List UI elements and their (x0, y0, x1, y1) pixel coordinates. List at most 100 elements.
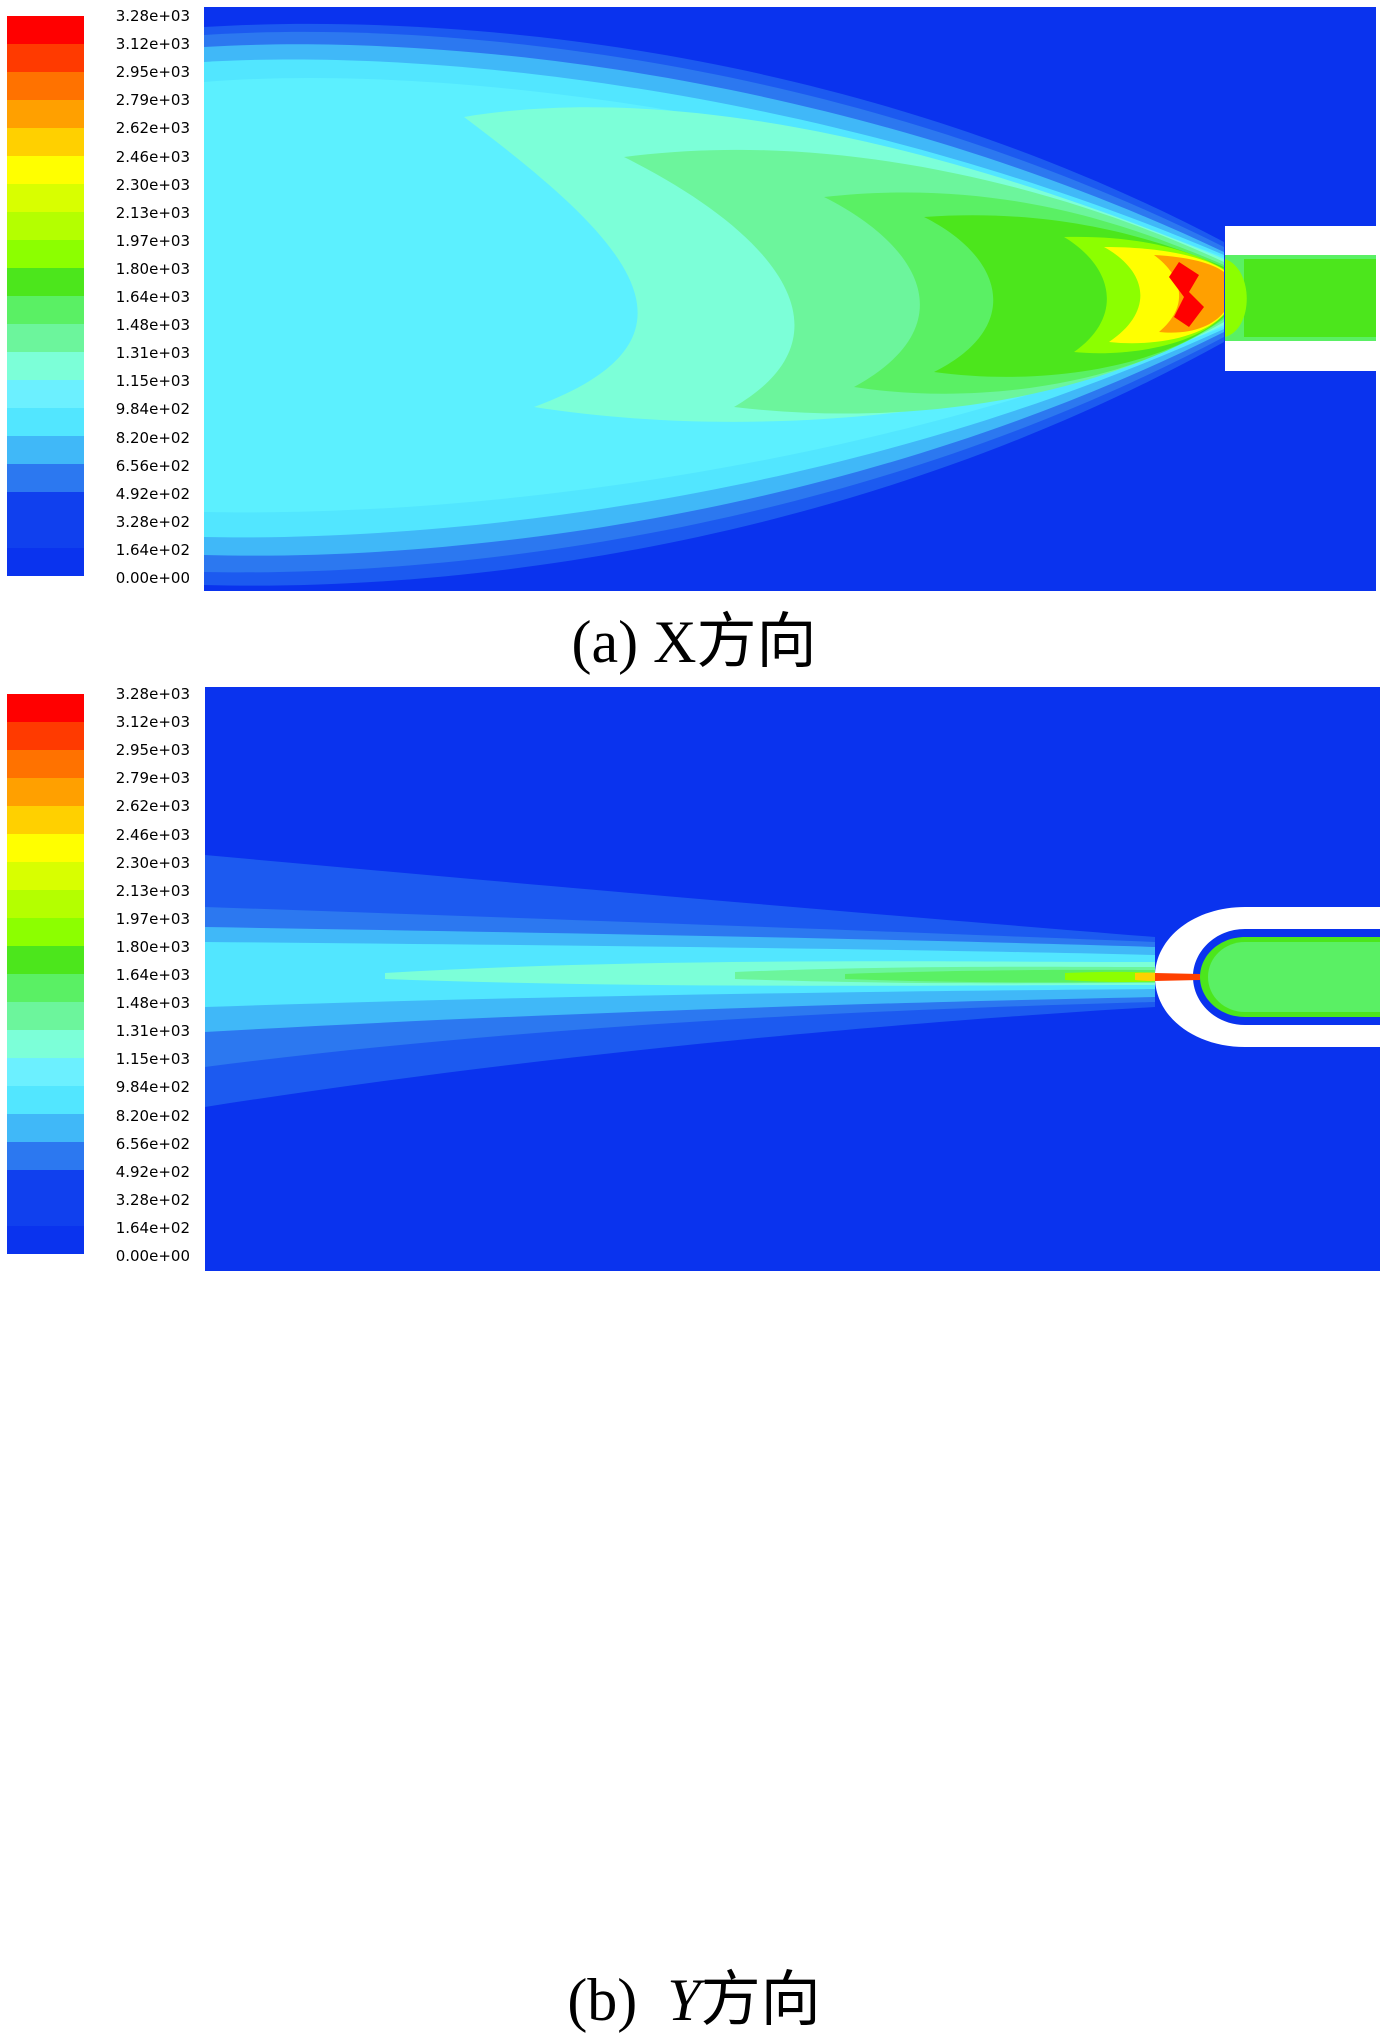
nozzle-exit-glow (1225, 259, 1247, 337)
colorbar-tick-label: 2.46e+03 (115, 147, 190, 166)
colorbar-tick-label: 9.84e+02 (115, 400, 190, 419)
caption-a-letter: (a) (571, 609, 639, 675)
colorbar-swatch (7, 1170, 84, 1198)
colorbar-tick-label: 3.12e+03 (115, 35, 190, 54)
colorbar-tick-label: 1.64e+03 (115, 288, 190, 306)
contour-field-y (205, 687, 1380, 1271)
colorbar-tick-label: 3.28e+03 (115, 685, 190, 703)
plume-core-8 (1169, 262, 1204, 327)
nozzle-jet-inner (1208, 942, 1380, 1012)
colorbar-swatch (7, 184, 84, 212)
colorbar-a (7, 16, 84, 576)
colorbar-swatch (7, 778, 84, 806)
colorbar-tick-label: 2.95e+03 (115, 741, 190, 760)
colorbar-tick-label: 4.92e+02 (115, 484, 190, 503)
colorbar-tick-label: 2.62e+03 (115, 119, 190, 138)
colorbar-swatch (7, 520, 84, 548)
colorbar-tick-label: 3.12e+03 (115, 713, 190, 732)
colorbar-b (7, 694, 84, 1254)
colorbar-tick-label: 0.00e+00 (115, 1247, 190, 1265)
colorbar-swatch (7, 918, 84, 946)
colorbar-swatch (7, 1226, 84, 1254)
colorbar-tick-label: 1.64e+03 (115, 966, 190, 984)
colorbar-tick-label: 3.28e+03 (115, 7, 190, 25)
caption-b: (b) Y方向 (0, 1970, 1388, 2030)
caption-b-axis: Y (667, 1967, 701, 2033)
colorbar-tick-label: 2.13e+03 (115, 203, 190, 222)
colorbar-tick-label: 2.79e+03 (115, 769, 190, 788)
colorbar-tick-label: 1.31e+03 (115, 344, 190, 363)
colorbar-tick-label: 4.92e+02 (115, 1162, 190, 1181)
colorbar-swatch (7, 72, 84, 100)
colorbar-tick-label: 6.56e+02 (115, 456, 190, 475)
colorbar-swatch (7, 1002, 84, 1030)
colorbar-swatch (7, 806, 84, 834)
colorbar-swatch (7, 16, 84, 44)
colorbar-swatch (7, 492, 84, 520)
colorbar-tick-label: 2.95e+03 (115, 63, 190, 82)
caption-b-letter: (b) (567, 1967, 638, 2033)
caption-a-suffix: 方向 (696, 609, 817, 675)
colorbar-swatch (7, 100, 84, 128)
nozzle-throat (1155, 973, 1200, 981)
colorbar-tick-label: 1.97e+03 (115, 231, 190, 250)
colorbar-tick-label: 1.97e+03 (115, 909, 190, 928)
caption-a: (a) X方向 (0, 612, 1388, 672)
nozzle-jet-core (1244, 259, 1376, 337)
colorbar-swatch (7, 946, 84, 974)
colorbar-tick-label: 2.30e+03 (115, 853, 190, 872)
panel-x-direction: 3.28e+03 3.12e+03 2.95e+03 2.79e+03 2.62e+03… (0, 0, 1388, 672)
colorbar-swatch (7, 296, 84, 324)
colorbar-tick-label: 8.20e+02 (115, 1106, 190, 1125)
colorbar-swatch (7, 240, 84, 268)
colorbar-tick-label: 1.80e+03 (115, 259, 190, 278)
colorbar-tick-label: 8.20e+02 (115, 428, 190, 447)
colorbar-swatch (7, 750, 84, 778)
colorbar-tick-label: 0.00e+00 (115, 569, 190, 587)
colorbar-tick-label: 1.48e+03 (115, 994, 190, 1013)
nozzle-wall (1155, 907, 1380, 1047)
colorbar-tick-label: 1.48e+03 (115, 316, 190, 335)
colorbar-tick-label: 1.15e+03 (115, 1050, 190, 1069)
colorbar-swatch (7, 974, 84, 1002)
colorbar-tick-label: 1.31e+03 (115, 1022, 190, 1041)
colorbar-swatch (7, 834, 84, 862)
colorbar-tick-label: 2.46e+03 (115, 825, 190, 844)
colorbar-swatch (7, 156, 84, 184)
colorbar-swatch (7, 1114, 84, 1142)
colorbar-swatch (7, 44, 84, 72)
colorbar-swatch (7, 1030, 84, 1058)
colorbar-swatch (7, 352, 84, 380)
colorbar-tick-label: 2.30e+03 (115, 175, 190, 194)
colorbar-tick-label: 3.28e+02 (115, 512, 190, 531)
colorbar-swatch (7, 890, 84, 918)
colorbar-swatch (7, 212, 84, 240)
contour-field-x (204, 7, 1376, 591)
colorbar-tick-label: 1.64e+02 (115, 1218, 190, 1237)
colorbar-swatch (7, 436, 84, 464)
colorbar-swatch (7, 324, 84, 352)
colorbar-swatch (7, 128, 84, 156)
colorbar-swatch (7, 1198, 84, 1226)
colorbar-tick-label: 9.84e+02 (115, 1078, 190, 1097)
panel-y-direction: 3.28e+03 3.12e+03 2.95e+03 2.79e+03 2.62e+03… (0, 680, 1388, 2030)
colorbar-swatch (7, 548, 84, 576)
colorbar-swatch (7, 408, 84, 436)
colorbar-swatch (7, 862, 84, 890)
colorbar-tick-label: 6.56e+02 (115, 1134, 190, 1153)
colorbar-swatch (7, 464, 84, 492)
colorbar-tick-label: 3.28e+02 (115, 1190, 190, 1209)
colorbar-swatch (7, 722, 84, 750)
colorbar-tick-label: 1.80e+03 (115, 937, 190, 956)
nozzle-wall-bottom (1225, 341, 1376, 371)
colorbar-tick-label: 1.64e+02 (115, 540, 190, 559)
colorbar-tick-label: 1.15e+03 (115, 372, 190, 391)
colorbar-swatch (7, 1086, 84, 1114)
colorbar-tick-label: 2.79e+03 (115, 91, 190, 110)
colorbar-swatch (7, 1058, 84, 1086)
colorbar-tick-label: 2.13e+03 (115, 881, 190, 900)
colorbar-swatch (7, 268, 84, 296)
caption-a-axis: X (653, 609, 697, 675)
nozzle-wall-top (1225, 226, 1376, 255)
colorbar-tick-label: 2.62e+03 (115, 797, 190, 816)
